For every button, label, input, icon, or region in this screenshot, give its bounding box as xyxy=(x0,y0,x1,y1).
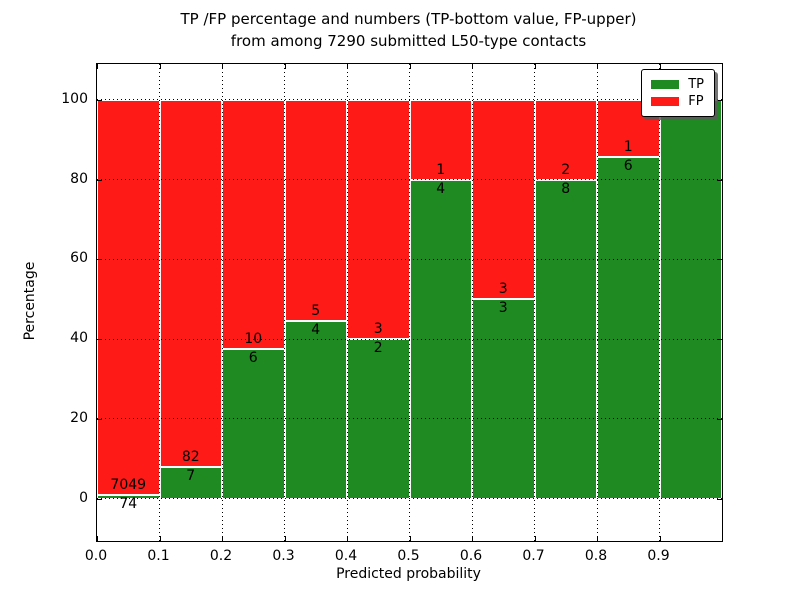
tp-count-label: 6 xyxy=(248,350,258,367)
x-tick-label: 0.0 xyxy=(84,548,108,564)
fp-count-label: 3 xyxy=(373,321,383,338)
bar-segment-fp xyxy=(534,99,597,180)
tick-mark xyxy=(284,64,286,69)
legend-entry-fp: FP xyxy=(651,93,704,110)
chart-title-line1: TP /FP percentage and numbers (TP-bottom… xyxy=(180,10,637,28)
tick-mark xyxy=(159,64,161,69)
x-tick-label: 0.9 xyxy=(647,548,670,564)
tick-mark xyxy=(97,259,102,261)
tp-count-label: 7 xyxy=(186,468,196,485)
tick-mark xyxy=(659,64,661,69)
tick-mark xyxy=(472,64,473,69)
x-tick-label: 0.5 xyxy=(397,548,420,564)
bar-segment-fp xyxy=(222,99,285,350)
tick-mark xyxy=(717,179,722,181)
tick-mark xyxy=(347,64,348,69)
x-tick-label: 0.1 xyxy=(147,548,170,564)
legend-label-tp: TP xyxy=(688,77,704,92)
bar-segment-fp xyxy=(159,99,222,468)
x-tick-label: 0.8 xyxy=(584,548,608,564)
y-tick-label: 60 xyxy=(70,250,88,267)
tick-mark xyxy=(97,64,98,69)
bar-segment-fp xyxy=(472,99,535,300)
legend: TP FP xyxy=(641,69,715,117)
bar-segment-tp xyxy=(597,156,660,499)
tp-count-label: 2 xyxy=(373,340,383,357)
bar-segment-tp xyxy=(347,339,410,499)
tick-mark xyxy=(409,64,411,69)
tick-mark xyxy=(97,498,102,500)
fp-count-label: 2 xyxy=(561,161,571,178)
tp-count-label: 8 xyxy=(561,180,571,197)
tick-mark xyxy=(717,339,722,341)
y-tick-label: 0 xyxy=(79,489,88,506)
x-axis-label: Predicted probability xyxy=(336,566,481,582)
tick-mark xyxy=(97,179,102,181)
y-tick-label: 40 xyxy=(70,330,88,347)
fp-count-label: 3 xyxy=(498,281,508,298)
tick-mark xyxy=(534,536,536,541)
tick-mark xyxy=(97,536,98,541)
legend-swatch-tp xyxy=(651,80,680,89)
tp-count-label: 4 xyxy=(311,322,321,339)
fp-count-label: 82 xyxy=(181,449,200,466)
legend-swatch-fp xyxy=(651,97,680,106)
y-axis-label: Percentage xyxy=(22,261,38,341)
y-tick-label: 20 xyxy=(70,409,88,426)
bar-segment-fp xyxy=(347,99,410,340)
bar-segment-fp xyxy=(284,99,347,322)
x-tick-label: 0.4 xyxy=(334,548,358,564)
tick-mark xyxy=(284,536,286,541)
bar-segment-fp xyxy=(409,99,472,180)
tick-mark xyxy=(472,536,473,541)
bar-segment-tp xyxy=(659,99,722,499)
bar-segment-tp xyxy=(409,179,472,499)
bar-segment-tp xyxy=(284,321,347,499)
fp-count-label: 1 xyxy=(623,138,633,155)
fp-count-label: 7049 xyxy=(110,476,147,493)
tick-mark xyxy=(97,418,102,420)
bar-segment-tp xyxy=(472,299,535,499)
tick-mark xyxy=(717,99,722,101)
tick-mark xyxy=(347,536,348,541)
legend-label-fp: FP xyxy=(688,94,704,109)
tick-mark xyxy=(717,259,722,261)
x-tick-label: 0.2 xyxy=(209,548,233,564)
bar-segment-tp xyxy=(222,349,285,499)
tick-mark xyxy=(534,64,536,69)
tp-count-label: 4 xyxy=(436,180,446,197)
legend-entry-tp: TP xyxy=(651,76,704,93)
y-tick-label: 100 xyxy=(61,90,88,107)
chart-title-line2: from among 7290 submitted L50-type conta… xyxy=(230,32,587,50)
bar-segment-fp xyxy=(97,99,160,495)
bar-segment-tp xyxy=(534,179,597,499)
tick-mark xyxy=(222,64,223,69)
tick-mark xyxy=(159,536,161,541)
tp-count-label: 3 xyxy=(498,300,508,317)
x-tick-label: 0.7 xyxy=(522,548,545,564)
tick-mark xyxy=(97,339,102,341)
tick-mark xyxy=(597,536,598,541)
tp-count-label: 6 xyxy=(623,157,633,174)
tick-mark xyxy=(409,536,411,541)
tick-mark xyxy=(222,536,223,541)
tick-mark xyxy=(717,498,722,500)
x-tick-label: 0.6 xyxy=(459,548,483,564)
tick-mark xyxy=(659,536,661,541)
x-tick-label: 0.3 xyxy=(272,548,295,564)
chart-title: TP /FP percentage and numbers (TP-bottom… xyxy=(96,8,721,52)
fp-count-label: 10 xyxy=(244,331,263,348)
tick-mark xyxy=(597,64,598,69)
y-tick-label: 80 xyxy=(70,170,88,187)
fp-count-label: 1 xyxy=(436,161,446,178)
tick-mark xyxy=(97,99,102,101)
tp-count-label: 74 xyxy=(119,495,138,512)
fp-count-label: 5 xyxy=(311,303,321,320)
tick-mark xyxy=(717,418,722,420)
